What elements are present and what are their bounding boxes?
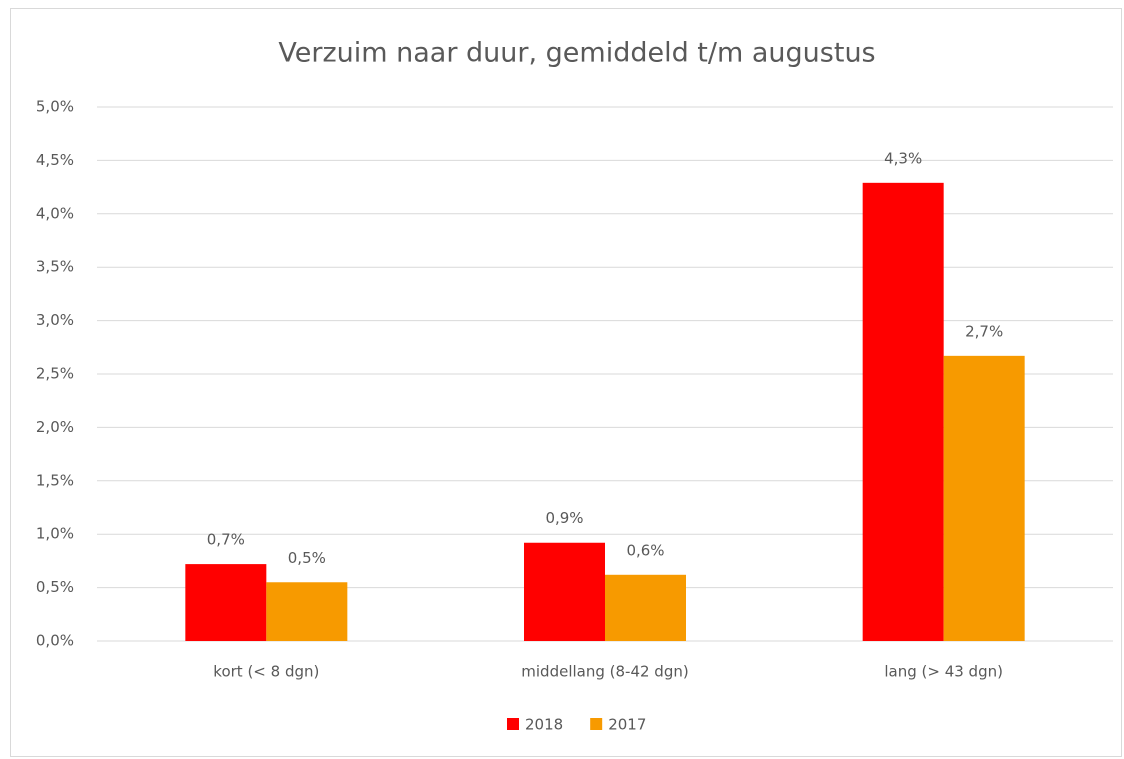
data-label: 2,7%	[965, 322, 1003, 340]
data-label: 0,5%	[288, 549, 326, 567]
y-tick-label: 0,5%	[36, 578, 74, 596]
y-tick-label: 0,0%	[36, 632, 74, 650]
data-label: 0,7%	[207, 531, 245, 549]
bar	[185, 564, 267, 641]
y-tick-label: 3,5%	[36, 258, 74, 276]
legend-swatch	[590, 718, 603, 730]
bar	[266, 582, 348, 641]
legend-swatch	[507, 718, 519, 730]
y-tick-label: 3,0%	[36, 311, 74, 329]
y-tick-label: 4,0%	[36, 204, 74, 222]
bar	[605, 574, 686, 641]
data-label: 0,6%	[626, 541, 664, 559]
legend-label: 2018	[525, 716, 563, 734]
chart-title: Verzuim naar duur, gemiddeld t/m augustu…	[278, 38, 875, 69]
bar	[943, 355, 1025, 641]
data-label: 4,3%	[884, 149, 922, 167]
y-tick-label: 1,0%	[36, 525, 74, 543]
bar	[862, 182, 944, 641]
y-tick-label: 4,5%	[36, 151, 74, 169]
y-tick-label: 1,5%	[36, 471, 74, 489]
bar	[524, 542, 605, 641]
x-tick-label: lang (> 43 dgn)	[884, 663, 1003, 681]
x-tick-label: kort (< 8 dgn)	[213, 663, 319, 681]
legend-label: 2017	[608, 716, 646, 734]
x-tick-label: middellang (8-42 dgn)	[521, 663, 688, 681]
y-tick-label: 5,0%	[36, 98, 74, 116]
y-tick-label: 2,5%	[36, 365, 74, 383]
y-tick-label: 2,0%	[36, 418, 74, 436]
data-label: 0,9%	[545, 509, 583, 527]
